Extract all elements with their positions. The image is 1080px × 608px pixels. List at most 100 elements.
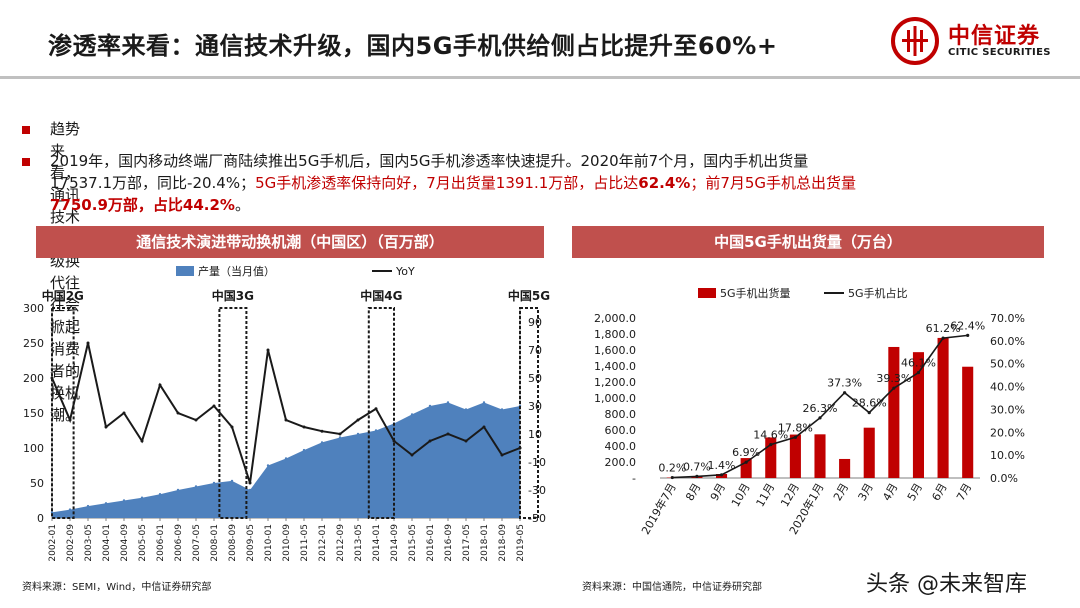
x-tick-label: 4月: [880, 481, 900, 503]
y-tick-label: 2,000.0: [594, 312, 636, 325]
share-data-point: [769, 443, 773, 447]
area-data-point: [338, 436, 342, 439]
share-data-point: [793, 435, 797, 439]
generation-label: 中国4G: [360, 288, 402, 303]
bar-5g-shipment: [814, 434, 826, 478]
line-data-point: [176, 411, 180, 415]
bar-5g-shipment: [765, 437, 777, 478]
bullet-2-black-text: 17537.1万部，同比-20.4%；: [50, 174, 256, 192]
y-tick-label: 800.0: [605, 408, 637, 421]
y2-tick-label: -10: [528, 456, 546, 469]
x-tick-label: 2012-09: [336, 524, 346, 562]
x-tick-label: 11月: [754, 481, 778, 509]
bar-5g-shipment: [789, 434, 801, 478]
line-data-point: [338, 432, 342, 436]
line-data-point: [428, 439, 432, 443]
share-data-point: [916, 371, 921, 375]
bullet-2-line-1: 2019年，国内移动终端厂商陆续推出5G手机后，国内5G手机渗透率快速提升。20…: [50, 152, 809, 170]
right-source-note: 资料来源：中国信通院，中信证券研究部: [582, 582, 762, 593]
share-data-point: [966, 333, 970, 337]
x-tick-label: 2005-05: [138, 524, 148, 562]
area-data-point: [212, 481, 216, 485]
area-data-point: [482, 401, 486, 404]
line-data-point: [284, 418, 288, 422]
y-tick-label: 0: [37, 512, 44, 525]
bar-5g-shipment: [740, 458, 752, 478]
x-tick-label: 2010-01: [264, 524, 274, 562]
line-data-point: [266, 348, 270, 352]
y-tick-label: 200: [23, 372, 44, 385]
legend-label: YoY: [395, 265, 415, 278]
share-data-point: [818, 416, 822, 420]
x-tick-label: 2012-01: [318, 524, 328, 562]
line-data-point: [230, 425, 234, 429]
header-divider: [0, 76, 1080, 79]
y2-tick-label: 10: [528, 428, 542, 441]
y2-tick-label: 50: [528, 372, 542, 385]
y2-tick-label: 40.0%: [990, 381, 1025, 394]
x-tick-label: 2016-01: [426, 524, 436, 562]
bullet-2: 2019年，国内移动终端厂商陆续推出5G手机后，国内5G手机渗透率快速提升。20…: [22, 150, 1062, 216]
share-data-point: [867, 411, 871, 415]
bullet-2-red-text-2: ；前7月5G手机总出货量: [690, 174, 857, 192]
watermark-text: 头条 @未来智库: [866, 572, 1027, 597]
area-data-point: [356, 432, 360, 436]
logo-text-en: CITIC SECURITIES: [948, 47, 1051, 58]
bullet-2-red-text: 5G手机渗透率保持向好，7月出货量1391.1万部，占比达: [255, 174, 639, 192]
y2-tick-label: 60.0%: [990, 335, 1025, 348]
x-tick-label: 2006-01: [156, 524, 166, 562]
y2-tick-label: 70.0%: [990, 312, 1025, 325]
area-data-point: [410, 413, 414, 416]
y-tick-label: 200.0: [605, 456, 637, 469]
x-tick-label: 2018-09: [498, 524, 508, 562]
x-tick-label: 5月: [905, 481, 925, 503]
generation-highlight-box: [519, 307, 539, 519]
bullet-2-line-3: 7750.9万部，占比44.2%。: [50, 194, 1060, 216]
y-tick-label: 50: [30, 477, 44, 490]
area-data-point: [50, 511, 54, 514]
left-source-note: 资料来源：SEMI，Wind，中信证券研究部: [22, 582, 212, 593]
y2-tick-label: 90: [528, 316, 542, 329]
line-data-point: [212, 404, 216, 408]
x-tick-label: 2011-05: [300, 524, 310, 562]
generation-label: 中国2G: [42, 288, 84, 303]
line-data-point: [320, 429, 324, 433]
x-tick-label: 2015-05: [408, 524, 418, 562]
share-data-point: [941, 336, 945, 340]
x-tick-label: 9月: [708, 481, 728, 503]
y2-tick-label: 0.0%: [990, 472, 1018, 485]
share-data-label: 0.7%: [683, 460, 711, 473]
area-data-point: [500, 408, 504, 411]
line-data-point: [122, 411, 126, 415]
generation-label: 中国3G: [212, 288, 254, 303]
y-tick-label: 400.0: [605, 440, 637, 453]
line-data-point: [446, 432, 450, 436]
line-data-point: [86, 341, 90, 345]
share-data-label: 39.3%: [876, 372, 911, 385]
line-data-point: [500, 453, 504, 457]
y-tick-label: 100: [23, 442, 44, 455]
y2-tick-label: 70: [528, 344, 542, 357]
legend-label: 5G手机出货量: [720, 286, 791, 300]
x-tick-label: 10月: [729, 481, 753, 509]
phone-production-chart: 产量（当月值） YoY 0 50 100 150 200 250 300 -50 -30 -10 10 3…: [23, 264, 550, 562]
line-data-point: [248, 481, 252, 485]
y2-tick-label: 50.0%: [990, 358, 1025, 371]
legend-bar-swatch: [698, 288, 716, 298]
line-data-point: [68, 418, 72, 422]
legend-label: 产量（当月值）: [198, 264, 275, 278]
area-data-point: [302, 448, 306, 452]
share-data-point: [719, 473, 724, 477]
bar-5g-shipment: [888, 346, 900, 478]
share-data-label: 61.2%: [926, 322, 961, 335]
generation-label: 中国5G: [508, 288, 550, 303]
y-tick-label: 1,600.0: [594, 344, 636, 357]
share-data-point: [695, 474, 699, 478]
series-area-production: [52, 402, 520, 518]
bar-5g-shipment: [863, 427, 875, 478]
x-tick-label: 2010-09: [282, 524, 292, 562]
bullet-marker: [22, 158, 30, 166]
area-data-point: [320, 441, 324, 444]
y-tick-label: 150: [23, 407, 44, 420]
line-data-point: [410, 453, 414, 457]
